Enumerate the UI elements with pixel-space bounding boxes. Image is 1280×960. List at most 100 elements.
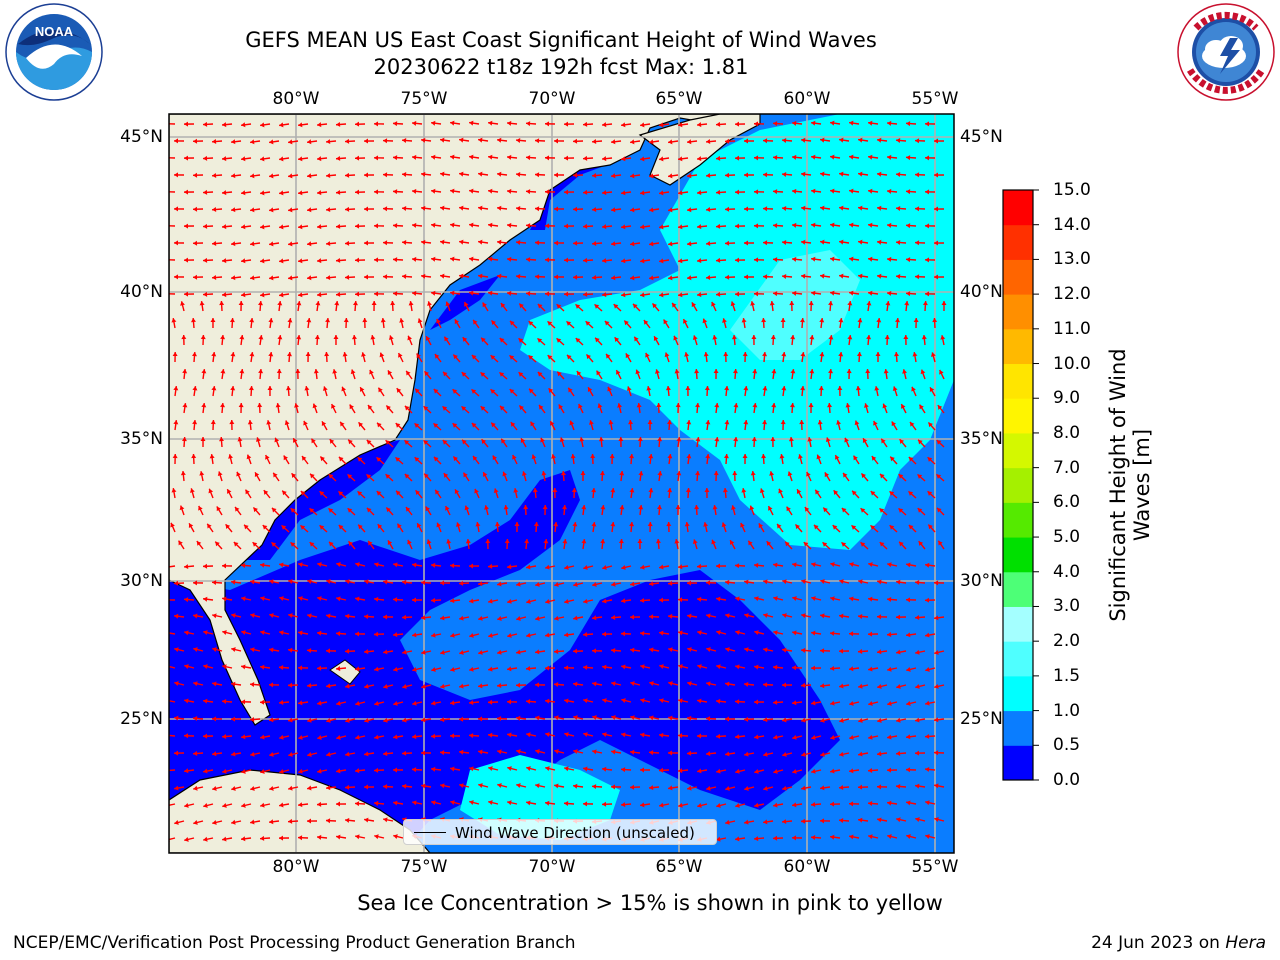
wave-direction-arrow bbox=[762, 172, 774, 178]
wave-direction-arrow bbox=[687, 613, 698, 619]
wave-direction-arrow bbox=[587, 386, 594, 397]
wave-direction-arrow bbox=[677, 258, 689, 264]
wave-direction-arrow bbox=[580, 470, 586, 482]
wave-direction-arrow bbox=[181, 436, 187, 448]
wave-direction-arrow bbox=[509, 320, 518, 329]
wave-direction-arrow bbox=[828, 368, 834, 380]
wave-direction-arrow bbox=[589, 420, 594, 431]
wave-direction-arrow bbox=[326, 613, 337, 619]
wave-direction-arrow bbox=[649, 173, 660, 179]
wave-direction-arrow bbox=[824, 472, 831, 482]
wave-direction-arrow bbox=[724, 206, 736, 212]
wave-direction-arrow bbox=[838, 351, 844, 363]
wave-direction-arrow bbox=[347, 507, 356, 516]
wave-direction-arrow bbox=[668, 207, 679, 213]
wave-direction-arrow bbox=[668, 241, 679, 247]
wave-direction-arrow bbox=[591, 615, 603, 621]
wave-direction-arrow bbox=[254, 471, 261, 482]
wave-direction-arrow bbox=[759, 488, 765, 499]
wave-direction-arrow bbox=[770, 334, 776, 346]
wave-direction-arrow bbox=[883, 368, 889, 380]
wave-direction-arrow bbox=[830, 290, 841, 296]
wave-direction-arrow bbox=[277, 335, 283, 346]
wave-direction-arrow bbox=[730, 301, 736, 312]
wave-direction-arrow bbox=[905, 291, 917, 297]
wave-direction-arrow bbox=[540, 437, 546, 448]
wave-direction-arrow bbox=[411, 154, 423, 160]
wave-direction-arrow bbox=[924, 597, 936, 603]
colorbar-title: Significant Height of Wind Waves [m] bbox=[1106, 348, 1154, 622]
wave-direction-arrow bbox=[597, 403, 603, 414]
wave-direction-arrow bbox=[516, 649, 527, 655]
wave-direction-arrow bbox=[882, 403, 888, 414]
wave-direction-arrow bbox=[712, 335, 718, 346]
wave-direction-arrow bbox=[537, 337, 546, 346]
wave-direction-arrow bbox=[279, 292, 290, 298]
wave-direction-arrow bbox=[552, 487, 558, 499]
wave-direction-arrow bbox=[430, 188, 442, 194]
wave-direction-arrow bbox=[538, 404, 546, 414]
wave-direction-arrow bbox=[697, 630, 708, 636]
wave-direction-arrow bbox=[238, 402, 244, 414]
wave-direction-arrow bbox=[269, 613, 280, 618]
wave-direction-arrow bbox=[572, 274, 584, 280]
wave-direction-arrow bbox=[876, 614, 888, 620]
wave-direction-arrow bbox=[433, 456, 442, 465]
wave-direction-arrow bbox=[696, 292, 708, 298]
wave-direction-arrow bbox=[879, 507, 888, 516]
wave-direction-arrow bbox=[655, 369, 660, 380]
wave-direction-arrow bbox=[801, 613, 812, 619]
wave-direction-arrow bbox=[722, 487, 728, 499]
wave-direction-arrow bbox=[315, 301, 321, 312]
wave-direction-arrow bbox=[480, 405, 489, 414]
wave-direction-arrow bbox=[534, 240, 546, 246]
wave-direction-arrow bbox=[848, 631, 860, 637]
wave-direction-arrow bbox=[335, 189, 347, 195]
wave-direction-arrow bbox=[761, 453, 767, 465]
wave-direction-arrow bbox=[933, 580, 945, 586]
wave-direction-arrow bbox=[676, 470, 682, 482]
wave-direction-arrow bbox=[303, 420, 309, 431]
wave-direction-arrow bbox=[411, 290, 423, 296]
wave-direction-arrow bbox=[469, 598, 480, 604]
wave-direction-arrow bbox=[219, 436, 225, 448]
wave-direction-arrow bbox=[646, 386, 652, 397]
wave-direction-arrow bbox=[630, 241, 641, 247]
wave-direction-arrow bbox=[330, 403, 337, 414]
wave-direction-arrow bbox=[545, 599, 556, 604]
wave-direction-arrow bbox=[918, 540, 926, 550]
wave-direction-arrow bbox=[503, 505, 509, 516]
wave-direction-arrow bbox=[202, 189, 214, 195]
wave-direction-arrow bbox=[499, 405, 508, 414]
wave-direction-arrow bbox=[220, 402, 226, 414]
wave-direction-arrow bbox=[275, 403, 281, 414]
footer-branch: NCEP/EMC/Verification Post Processing Pr… bbox=[13, 933, 576, 953]
wave-direction-arrow bbox=[430, 290, 442, 296]
wave-direction-arrow bbox=[392, 223, 404, 229]
wave-direction-arrow bbox=[715, 121, 727, 127]
wave-direction-arrow bbox=[306, 275, 318, 281]
colorbar-tick-label: 11.0 bbox=[1053, 318, 1091, 339]
wave-direction-arrow bbox=[515, 137, 527, 143]
wave-direction-arrow bbox=[924, 223, 936, 229]
wave-direction-arrow bbox=[563, 155, 575, 161]
wave-direction-arrow bbox=[752, 368, 758, 380]
wave-direction-arrow bbox=[876, 239, 888, 245]
wave-direction-arrow bbox=[766, 540, 774, 550]
wave-direction-arrow bbox=[525, 291, 537, 297]
wave-direction-arrow bbox=[535, 581, 546, 587]
wave-direction-arrow bbox=[572, 138, 584, 144]
wave-direction-arrow bbox=[363, 614, 375, 620]
wave-direction-arrow bbox=[790, 369, 796, 380]
wave-direction-arrow bbox=[202, 563, 214, 569]
wave-direction-arrow bbox=[382, 138, 394, 144]
wave-direction-arrow bbox=[423, 473, 432, 482]
wave-direction-arrow bbox=[172, 351, 178, 363]
wave-direction-arrow bbox=[521, 471, 527, 482]
wave-direction-arrow bbox=[450, 154, 461, 160]
wave-direction-arrow bbox=[762, 386, 768, 397]
wave-direction-arrow bbox=[408, 301, 414, 312]
wave-direction-arrow bbox=[744, 613, 755, 618]
wave-direction-arrow bbox=[800, 137, 812, 143]
wave-direction-arrow bbox=[852, 455, 860, 465]
